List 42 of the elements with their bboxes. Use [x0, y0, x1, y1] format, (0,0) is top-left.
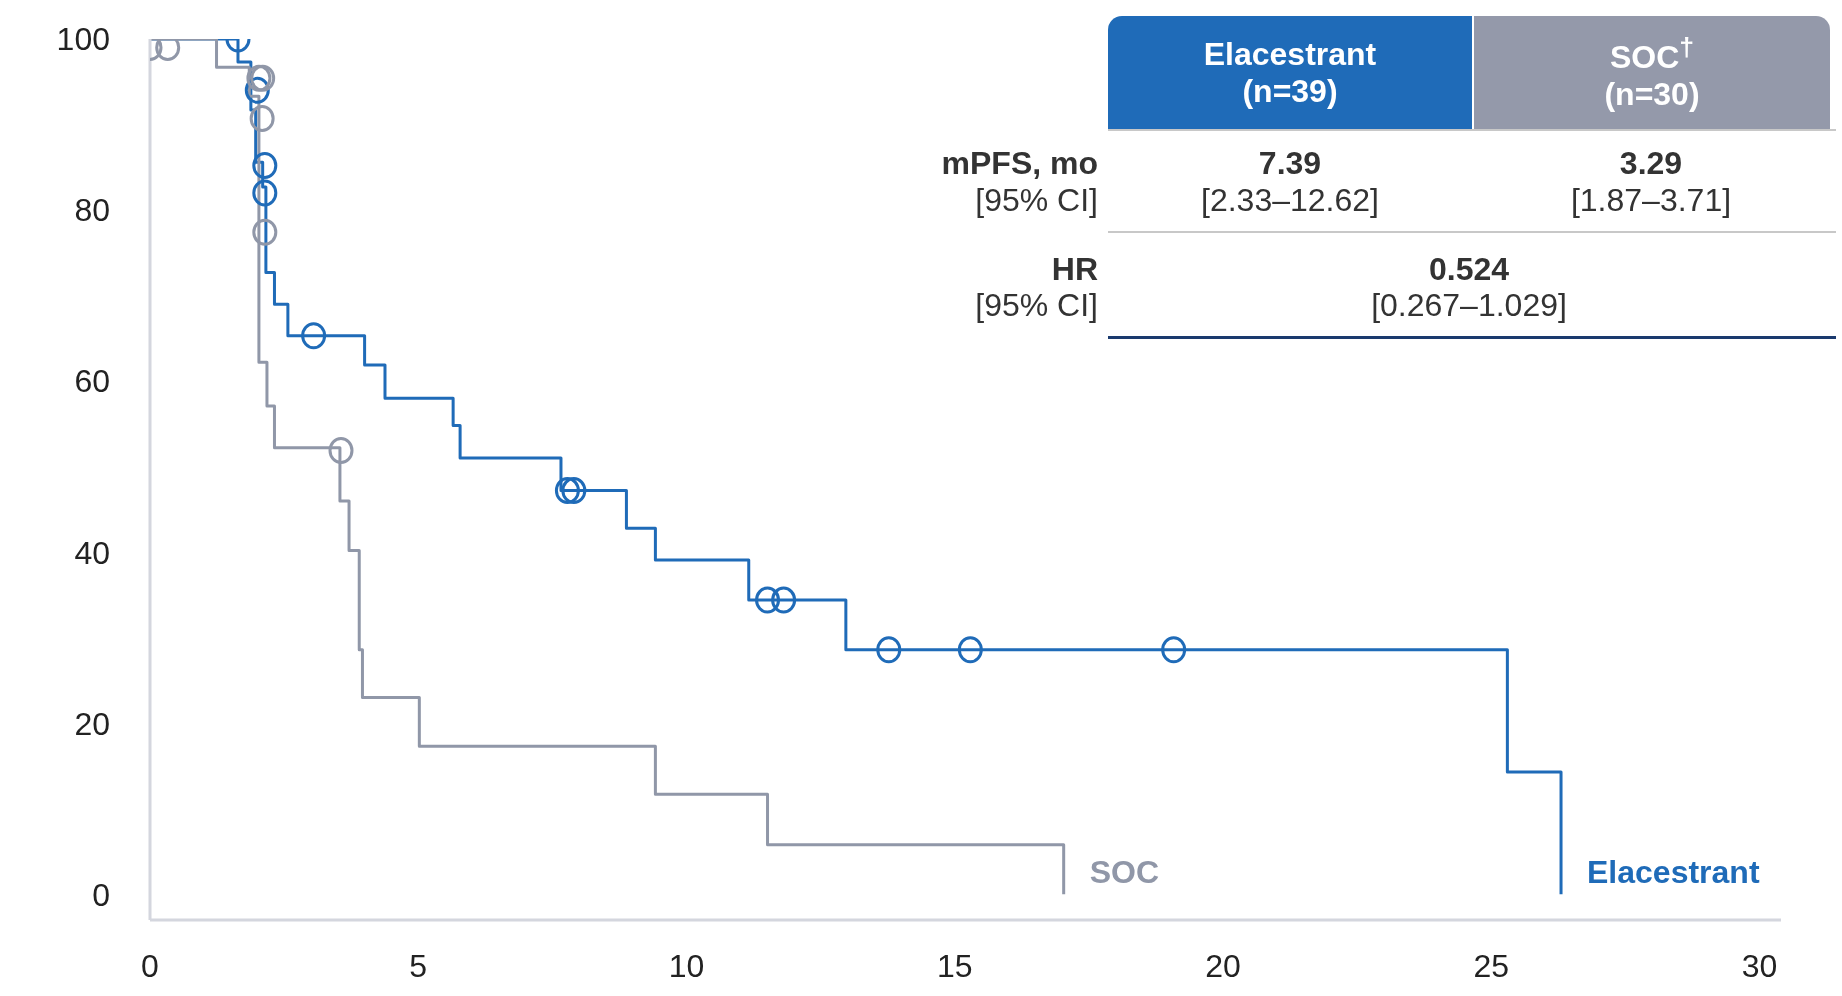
annotation: [95% CI]	[974, 287, 1098, 325]
point	[252, 218, 278, 246]
y-tick-label: 60	[74, 363, 110, 400]
y-tick-label: 100	[56, 21, 110, 58]
point	[252, 179, 278, 207]
x-tick-label: 20	[1205, 947, 1241, 984]
y-tick-label: 20	[74, 705, 110, 742]
point	[957, 636, 983, 664]
annotation: [0.267–1.029]	[1370, 287, 1568, 325]
y-tick-label: 40	[74, 534, 110, 571]
x-tick-label: 25	[1473, 947, 1510, 984]
point	[771, 586, 797, 614]
annotation: Elacestrant (n=39)	[1202, 35, 1378, 110]
x-tick-label: 5	[409, 947, 428, 984]
x-tick-label: 15	[936, 947, 973, 984]
x-tick-label: 30	[1741, 947, 1778, 984]
annotation: SOC$^{†}$ (n=30)	[1603, 32, 1701, 113]
point	[328, 436, 354, 464]
annotation: 7.39	[1257, 145, 1323, 182]
annotation: mPFS, mo	[940, 145, 1098, 182]
annotation: HR	[1050, 250, 1098, 288]
point	[561, 477, 587, 505]
x-tick-label: 10	[668, 947, 705, 984]
point	[249, 105, 275, 133]
series-label: Elacestrant	[1587, 854, 1760, 892]
table-header-cell: Elacestrant (n=39)	[1108, 16, 1472, 129]
annotation: 3.29	[1618, 145, 1684, 182]
y-tick-label: 0	[92, 876, 110, 913]
point	[554, 477, 580, 505]
point	[1161, 636, 1187, 664]
x-tick-label: 0	[141, 947, 159, 984]
annotation: [1.87–3.71]	[1569, 181, 1733, 219]
point	[252, 152, 278, 180]
annotation: 0.524	[1427, 250, 1511, 288]
annotation: [95% CI]	[974, 181, 1098, 219]
point	[876, 636, 902, 664]
table-header-cell: SOC$^{†}$ (n=30)	[1474, 16, 1830, 129]
point	[755, 586, 781, 614]
y-tick-label: 80	[74, 192, 110, 229]
series-label: SOC	[1089, 854, 1160, 892]
point	[301, 322, 327, 350]
annotation: [2.33–12.62]	[1200, 181, 1380, 219]
